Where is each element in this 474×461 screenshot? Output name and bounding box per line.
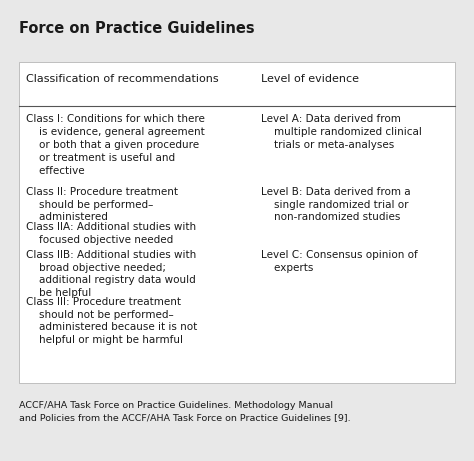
Text: Level B: Data derived from a
    single randomized trial or
    non-randomized s: Level B: Data derived from a single rand…: [261, 187, 410, 222]
Text: Level A: Data derived from
    multiple randomized clinical
    trials or meta-a: Level A: Data derived from multiple rand…: [261, 114, 421, 150]
Text: Level C: Consensus opinion of
    experts: Level C: Consensus opinion of experts: [261, 250, 418, 272]
Text: Force on Practice Guidelines: Force on Practice Guidelines: [19, 21, 255, 36]
Text: Class IIA: Additional studies with
    focused objective needed: Class IIA: Additional studies with focus…: [26, 222, 196, 245]
Text: Class I: Conditions for which there
    is evidence, general agreement
    or bo: Class I: Conditions for which there is e…: [26, 114, 205, 176]
FancyBboxPatch shape: [19, 62, 455, 383]
Text: Class II: Procedure treatment
    should be performed–
    administered: Class II: Procedure treatment should be …: [26, 187, 178, 222]
Text: Level of evidence: Level of evidence: [261, 74, 359, 84]
Text: Class IIB: Additional studies with
    broad objective needed;
    additional re: Class IIB: Additional studies with broad…: [26, 250, 196, 298]
Text: Classification of recommendations: Classification of recommendations: [26, 74, 219, 84]
Text: Class III: Procedure treatment
    should not be performed–
    administered bec: Class III: Procedure treatment should no…: [26, 297, 197, 345]
Text: ACCF/AHA Task Force on Practice Guidelines. Methodology Manual
and Policies from: ACCF/AHA Task Force on Practice Guidelin…: [19, 401, 351, 422]
